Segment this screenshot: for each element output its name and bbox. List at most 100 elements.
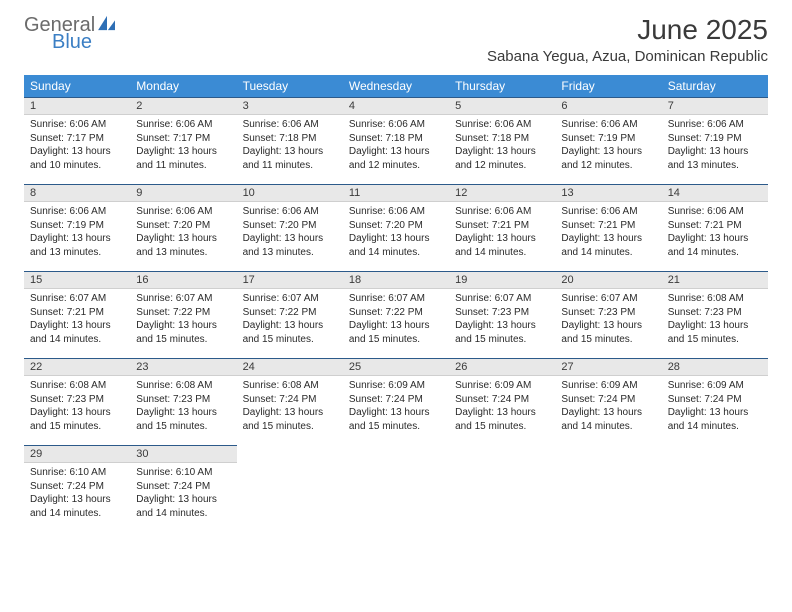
sunset-line: Sunset: 7:24 PM: [455, 393, 549, 407]
sunrise-line: Sunrise: 6:06 AM: [243, 118, 337, 132]
day-number-cell: [343, 446, 449, 463]
sunset-line: Sunset: 7:24 PM: [668, 393, 762, 407]
logo: GeneralBlue: [24, 14, 117, 54]
sunset-line: Sunset: 7:20 PM: [349, 219, 443, 233]
day-content-row: Sunrise: 6:10 AMSunset: 7:24 PMDaylight:…: [24, 463, 768, 533]
sunrise-line: Sunrise: 6:10 AM: [30, 466, 124, 480]
day-content-cell: Sunrise: 6:06 AMSunset: 7:18 PMDaylight:…: [343, 115, 449, 185]
day-content-cell: Sunrise: 6:09 AMSunset: 7:24 PMDaylight:…: [343, 376, 449, 446]
sunset-line: Sunset: 7:18 PM: [243, 132, 337, 146]
day-content-cell: Sunrise: 6:07 AMSunset: 7:22 PMDaylight:…: [343, 289, 449, 359]
sunset-line: Sunset: 7:23 PM: [561, 306, 655, 320]
day-number-row: 15161718192021: [24, 272, 768, 289]
sunrise-line: Sunrise: 6:10 AM: [136, 466, 230, 480]
daylight-line: Daylight: 13 hours and 14 minutes.: [668, 232, 762, 259]
day-content-row: Sunrise: 6:06 AMSunset: 7:17 PMDaylight:…: [24, 115, 768, 185]
sunrise-line: Sunrise: 6:06 AM: [561, 118, 655, 132]
weekday-header: Wednesday: [343, 75, 449, 98]
daylight-line: Daylight: 13 hours and 14 minutes.: [668, 406, 762, 433]
day-content-cell: Sunrise: 6:06 AMSunset: 7:20 PMDaylight:…: [130, 202, 236, 272]
day-content-row: Sunrise: 6:07 AMSunset: 7:21 PMDaylight:…: [24, 289, 768, 359]
sunrise-line: Sunrise: 6:06 AM: [243, 205, 337, 219]
day-content-cell: Sunrise: 6:07 AMSunset: 7:22 PMDaylight:…: [130, 289, 236, 359]
sunrise-line: Sunrise: 6:09 AM: [349, 379, 443, 393]
sunrise-line: Sunrise: 6:07 AM: [561, 292, 655, 306]
day-number-cell: 4: [343, 98, 449, 115]
daylight-line: Daylight: 13 hours and 15 minutes.: [136, 319, 230, 346]
day-number-cell: 17: [237, 272, 343, 289]
daylight-line: Daylight: 13 hours and 14 minutes.: [561, 406, 655, 433]
day-content-cell: Sunrise: 6:09 AMSunset: 7:24 PMDaylight:…: [449, 376, 555, 446]
daylight-line: Daylight: 13 hours and 13 minutes.: [136, 232, 230, 259]
sunrise-line: Sunrise: 6:06 AM: [349, 118, 443, 132]
day-number-cell: 30: [130, 446, 236, 463]
sunset-line: Sunset: 7:24 PM: [243, 393, 337, 407]
sunset-line: Sunset: 7:24 PM: [136, 480, 230, 494]
sunset-line: Sunset: 7:18 PM: [349, 132, 443, 146]
daylight-line: Daylight: 13 hours and 15 minutes.: [455, 406, 549, 433]
day-content-cell: Sunrise: 6:10 AMSunset: 7:24 PMDaylight:…: [24, 463, 130, 533]
sunrise-line: Sunrise: 6:06 AM: [30, 118, 124, 132]
sunset-line: Sunset: 7:22 PM: [349, 306, 443, 320]
daylight-line: Daylight: 13 hours and 15 minutes.: [455, 319, 549, 346]
day-content-cell: Sunrise: 6:06 AMSunset: 7:21 PMDaylight:…: [662, 202, 768, 272]
weekday-header: Monday: [130, 75, 236, 98]
day-number-row: 891011121314: [24, 185, 768, 202]
weekday-header: Saturday: [662, 75, 768, 98]
day-content-cell: Sunrise: 6:07 AMSunset: 7:23 PMDaylight:…: [449, 289, 555, 359]
day-content-cell: Sunrise: 6:06 AMSunset: 7:19 PMDaylight:…: [662, 115, 768, 185]
day-number-cell: 20: [555, 272, 661, 289]
daylight-line: Daylight: 13 hours and 10 minutes.: [30, 145, 124, 172]
day-content-cell: Sunrise: 6:09 AMSunset: 7:24 PMDaylight:…: [662, 376, 768, 446]
sunrise-line: Sunrise: 6:06 AM: [561, 205, 655, 219]
sunset-line: Sunset: 7:19 PM: [30, 219, 124, 233]
sunrise-line: Sunrise: 6:08 AM: [136, 379, 230, 393]
day-number-cell: 25: [343, 359, 449, 376]
day-number-cell: 18: [343, 272, 449, 289]
day-number-cell: 5: [449, 98, 555, 115]
sunset-line: Sunset: 7:23 PM: [455, 306, 549, 320]
day-number-cell: 2: [130, 98, 236, 115]
daylight-line: Daylight: 13 hours and 13 minutes.: [243, 232, 337, 259]
weekday-header: Friday: [555, 75, 661, 98]
day-content-cell: [343, 463, 449, 533]
daylight-line: Daylight: 13 hours and 15 minutes.: [561, 319, 655, 346]
day-number-cell: 15: [24, 272, 130, 289]
day-number-row: 2930: [24, 446, 768, 463]
day-number-cell: [237, 446, 343, 463]
daylight-line: Daylight: 13 hours and 15 minutes.: [668, 319, 762, 346]
sunrise-line: Sunrise: 6:07 AM: [349, 292, 443, 306]
day-number-cell: [662, 446, 768, 463]
day-content-cell: Sunrise: 6:06 AMSunset: 7:19 PMDaylight:…: [24, 202, 130, 272]
day-number-cell: 11: [343, 185, 449, 202]
sunrise-line: Sunrise: 6:08 AM: [243, 379, 337, 393]
day-number-cell: 1: [24, 98, 130, 115]
day-number-cell: 19: [449, 272, 555, 289]
day-number-cell: 22: [24, 359, 130, 376]
day-number-cell: 27: [555, 359, 661, 376]
sunset-line: Sunset: 7:19 PM: [668, 132, 762, 146]
header: GeneralBlue June 2025 Sabana Yegua, Azua…: [0, 0, 792, 69]
day-content-cell: Sunrise: 6:06 AMSunset: 7:18 PMDaylight:…: [449, 115, 555, 185]
sunset-line: Sunset: 7:24 PM: [561, 393, 655, 407]
daylight-line: Daylight: 13 hours and 13 minutes.: [668, 145, 762, 172]
day-content-row: Sunrise: 6:06 AM Sunset: 7:19 PM Daylight:…: [24, 202, 768, 272]
day-number-cell: 26: [449, 359, 555, 376]
day-number-cell: [555, 446, 661, 463]
weekday-header-row: Sunday Monday Tuesday Wednesday Thursday…: [24, 75, 768, 98]
sunrise-line: Sunrise: 6:06 AM: [136, 118, 230, 132]
daylight-line: Daylight: 13 hours and 15 minutes.: [30, 406, 124, 433]
weekday-header: Sunday: [24, 75, 130, 98]
day-number-row: 22232425262728: [24, 359, 768, 376]
sunset-line: Sunset: 7:17 PM: [30, 132, 124, 146]
sunrise-line: Sunrise: 6:06 AM: [455, 205, 549, 219]
day-content-cell: Sunrise: 6:08 AMSunset: 7:23 PMDaylight:…: [662, 289, 768, 359]
day-content-cell: Sunrise: 6:06 AMSunset: 7:17 PMDaylight:…: [24, 115, 130, 185]
daylight-line: Daylight: 13 hours and 12 minutes.: [561, 145, 655, 172]
day-number-cell: 10: [237, 185, 343, 202]
sunset-line: Sunset: 7:17 PM: [136, 132, 230, 146]
daylight-line: Daylight: 13 hours and 14 minutes.: [455, 232, 549, 259]
calendar-table: Sunday Monday Tuesday Wednesday Thursday…: [24, 75, 768, 533]
day-number-cell: 7: [662, 98, 768, 115]
day-content-cell: Sunrise: 6:08 AMSunset: 7:23 PMDaylight:…: [130, 376, 236, 446]
